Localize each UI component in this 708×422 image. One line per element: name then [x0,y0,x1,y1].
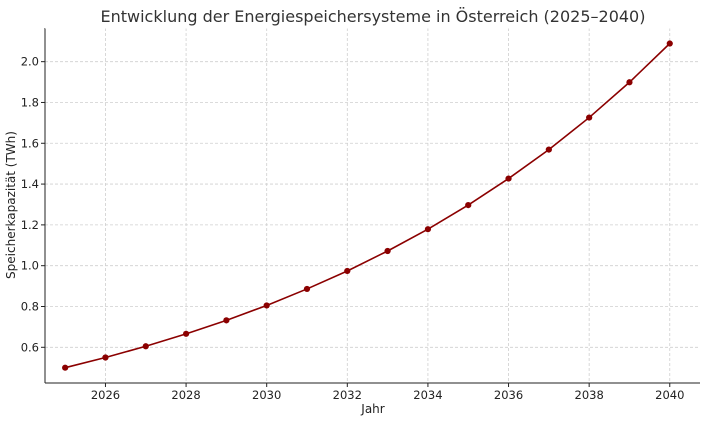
x-tick-label: 2040 [655,388,684,402]
x-axis-label: Jahr [360,402,384,416]
x-tick-label: 2028 [171,388,200,402]
x-tick-label: 2026 [91,388,120,402]
data-point [626,79,633,86]
data-point [424,226,432,233]
y-tick-label: 0.8 [21,299,39,313]
data-point [505,175,512,182]
data-point [142,343,149,350]
x-tick-label: 2032 [333,388,362,402]
data-point [586,114,593,121]
x-tick-label: 2038 [575,388,604,402]
y-tick-label: 1.6 [21,136,39,150]
data-point [62,364,69,371]
data-point [666,40,673,47]
chart-title: Entwicklung der Energiespeichersysteme i… [101,7,646,26]
x-tick-label: 2036 [494,388,523,402]
y-tick-label: 1.4 [21,177,39,191]
data-point [465,201,472,209]
series-group [62,40,673,371]
data-point [102,354,109,361]
x-axis-ticks: 2026 2028 2030 2032 2034 2036 2038 2040 [91,383,684,402]
y-tick-label: 1.2 [21,218,39,232]
data-point [344,267,351,275]
gridlines [45,28,700,383]
data-point [545,146,552,153]
x-tick-label: 2034 [413,388,442,402]
data-point [263,302,270,309]
series-line [64,42,671,369]
y-tick-label: 1.0 [21,259,39,273]
y-axis-ticks: 0.6 0.8 1.0 1.2 1.4 1.6 1.8 2.0 [21,55,45,354]
y-tick-label: 1.8 [21,95,39,109]
data-point [384,247,391,255]
x-tick-label: 2030 [252,388,281,402]
data-point [303,285,311,293]
y-tick-label: 2.0 [21,55,39,69]
data-point [182,330,190,337]
data-point [223,317,230,324]
y-tick-label: 0.6 [21,340,39,354]
y-axis-label: Speicherkapazität (TWh) [4,131,18,279]
